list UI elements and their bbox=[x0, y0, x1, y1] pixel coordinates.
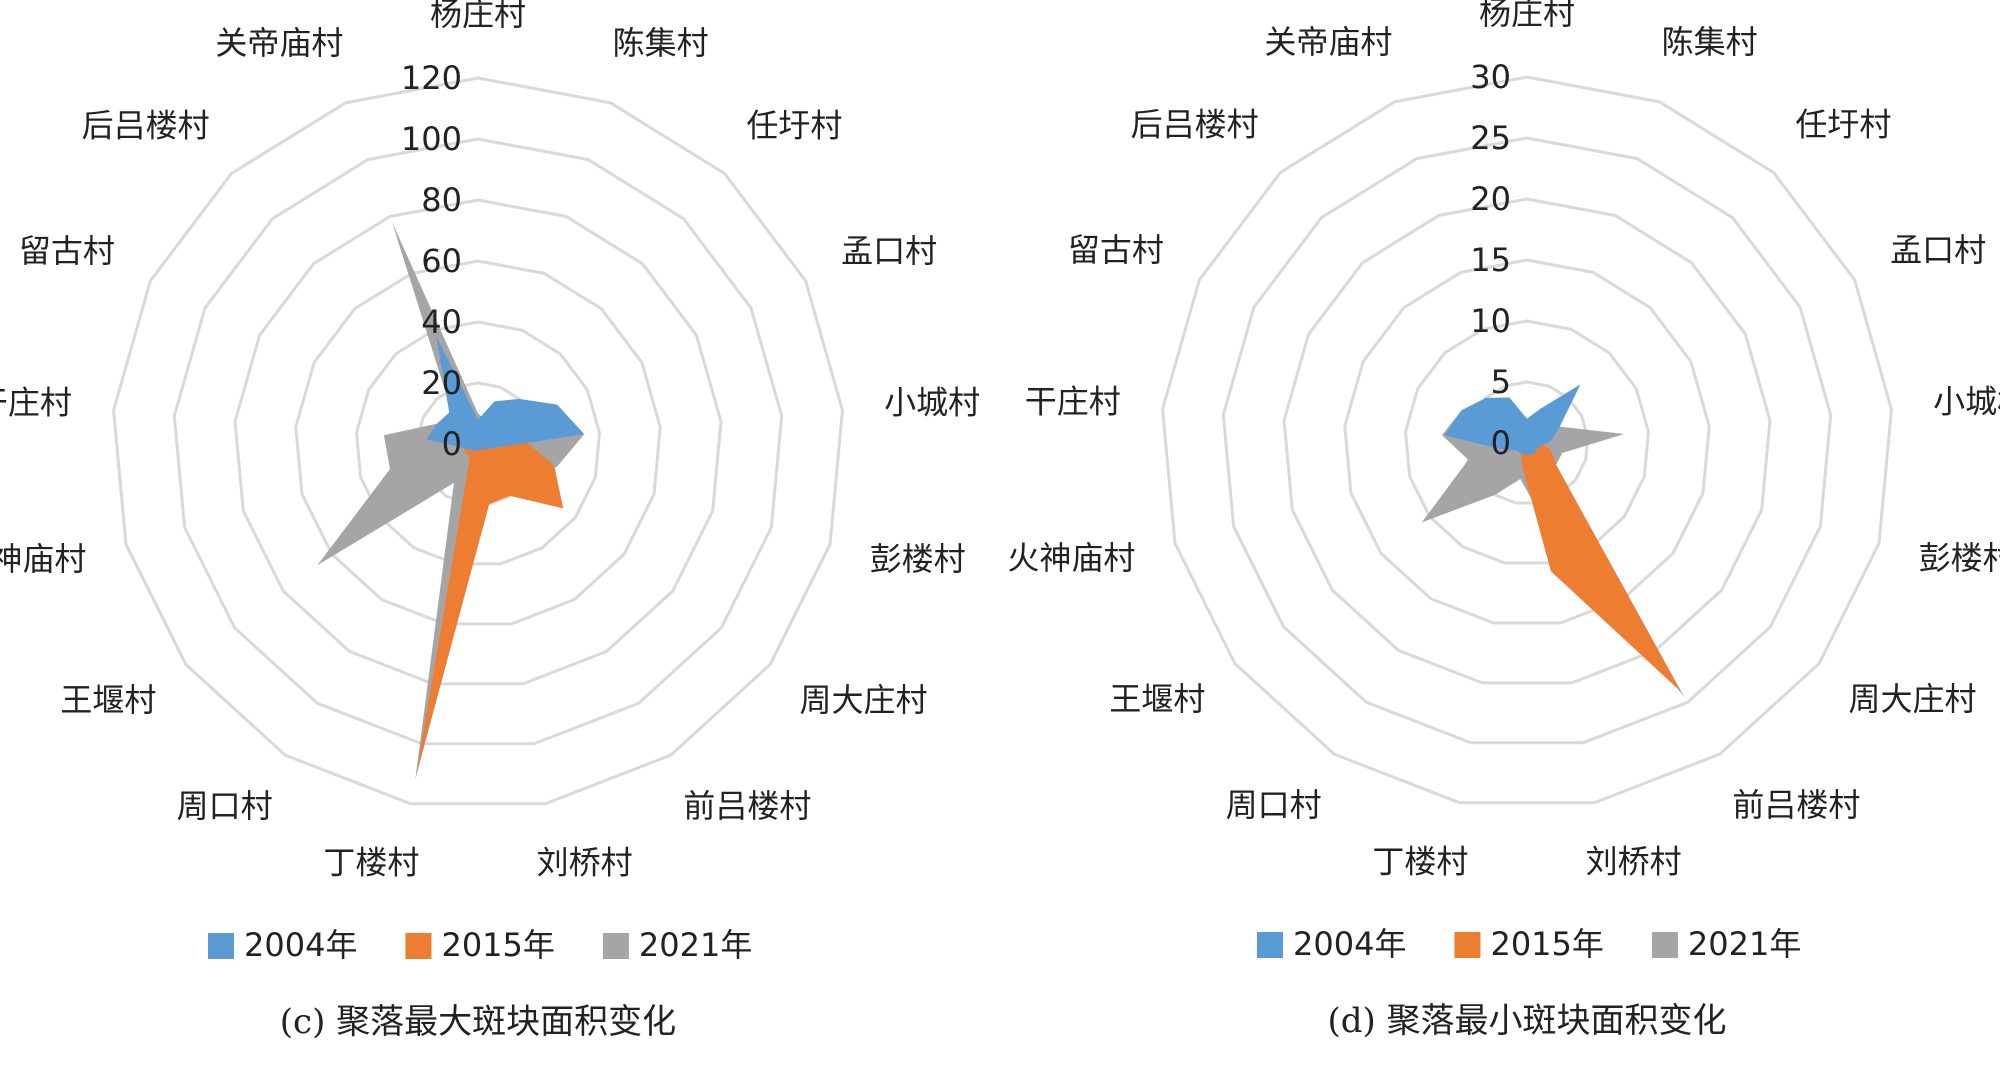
category-label: 前吕楼村 bbox=[683, 787, 811, 825]
category-label: 关帝庙村 bbox=[1264, 23, 1392, 61]
grid-ring bbox=[233, 198, 723, 686]
category-label: 任圩村 bbox=[746, 107, 842, 145]
grid-ring bbox=[1221, 136, 1833, 745]
series-area bbox=[1514, 430, 1682, 692]
r-tick-label: 0 bbox=[1491, 424, 1511, 462]
category-label: 彭楼村 bbox=[870, 540, 966, 578]
grid-ring bbox=[1161, 75, 1893, 805]
grid-ring bbox=[1343, 258, 1711, 625]
r-tick-label: 10 bbox=[1470, 302, 1511, 340]
r-tick-label: 40 bbox=[421, 303, 462, 341]
category-label: 王堰村 bbox=[1109, 680, 1205, 718]
category-label: 杨庄村 bbox=[430, 0, 526, 33]
series-area bbox=[416, 415, 564, 774]
r-tick-label: 20 bbox=[1470, 180, 1511, 218]
chart-caption: (d) 聚落最小斑块面积变化 bbox=[1327, 1001, 1726, 1041]
category-label: 任圩村 bbox=[1795, 106, 1891, 144]
series-area bbox=[317, 222, 585, 780]
legend-label: 2004年 bbox=[1293, 925, 1406, 963]
category-label: 刘桥村 bbox=[537, 844, 633, 882]
legend-swatch bbox=[208, 933, 234, 959]
grid-ring bbox=[1404, 319, 1650, 565]
category-label: 丁楼村 bbox=[1372, 843, 1468, 881]
category-label: 周大庄村 bbox=[1849, 680, 1977, 718]
category-label: 周口村 bbox=[1226, 786, 1322, 824]
series-area bbox=[1444, 384, 1581, 455]
chart-caption: (c) 聚落最大斑块面积变化 bbox=[280, 1002, 676, 1042]
category-label: 周大庄村 bbox=[800, 681, 928, 719]
category-label: 关帝庙村 bbox=[215, 24, 343, 62]
r-tick-label: 0 bbox=[442, 425, 462, 463]
category-label: 留古村 bbox=[1068, 231, 1164, 269]
category-label: 后吕楼村 bbox=[1131, 106, 1259, 144]
category-label: 前吕楼村 bbox=[1732, 786, 1860, 824]
category-label: 干庄村 bbox=[1025, 383, 1121, 421]
legend-swatch bbox=[1454, 932, 1481, 958]
r-tick-label: 100 bbox=[401, 120, 462, 158]
legend-swatch bbox=[602, 933, 629, 959]
r-tick-label: 25 bbox=[1470, 119, 1511, 157]
grid-ring bbox=[172, 137, 784, 746]
r-tick-label: 30 bbox=[1470, 58, 1511, 96]
legend-swatch bbox=[1651, 932, 1678, 958]
category-label: 留古村 bbox=[19, 232, 115, 270]
category-label: 干庄村 bbox=[0, 384, 72, 422]
series-area bbox=[1421, 397, 1685, 698]
series-area bbox=[426, 335, 585, 452]
category-label: 陈集村 bbox=[613, 24, 709, 62]
category-label: 杨庄村 bbox=[1479, 0, 1575, 32]
category-label: 小城村 bbox=[1933, 383, 2000, 421]
r-tick-label: 120 bbox=[401, 59, 462, 97]
category-label: 火神庙村 bbox=[0, 540, 86, 578]
category-label: 彭楼村 bbox=[1919, 539, 2000, 577]
grid-ring bbox=[1282, 197, 1772, 685]
legend-label: 2021年 bbox=[639, 926, 752, 964]
grid-ring bbox=[355, 320, 601, 566]
grid-ring bbox=[112, 76, 844, 806]
category-label: 刘桥村 bbox=[1586, 843, 1682, 881]
legend-label: 2015年 bbox=[1490, 925, 1603, 963]
category-label: 王堰村 bbox=[60, 681, 156, 719]
category-label: 后吕楼村 bbox=[82, 107, 210, 145]
legend-swatch bbox=[405, 933, 432, 959]
category-label: 丁楼村 bbox=[323, 844, 419, 882]
r-tick-label: 20 bbox=[421, 364, 462, 402]
r-tick-label: 5 bbox=[1491, 363, 1511, 401]
legend-label: 2004年 bbox=[244, 926, 357, 964]
category-label: 孟口村 bbox=[1890, 231, 1986, 269]
category-label: 小城村 bbox=[884, 384, 980, 422]
category-label: 孟口村 bbox=[841, 232, 937, 270]
legend-label: 2015年 bbox=[441, 926, 554, 964]
legend-swatch bbox=[1257, 932, 1283, 958]
r-tick-label: 15 bbox=[1470, 241, 1511, 279]
r-tick-label: 80 bbox=[421, 181, 462, 219]
r-tick-label: 60 bbox=[421, 242, 462, 280]
grid-ring bbox=[294, 259, 662, 626]
category-label: 周口村 bbox=[177, 787, 273, 825]
category-label: 火神庙村 bbox=[1007, 539, 1135, 577]
category-label: 陈集村 bbox=[1662, 23, 1758, 61]
legend-label: 2021年 bbox=[1688, 925, 1801, 963]
